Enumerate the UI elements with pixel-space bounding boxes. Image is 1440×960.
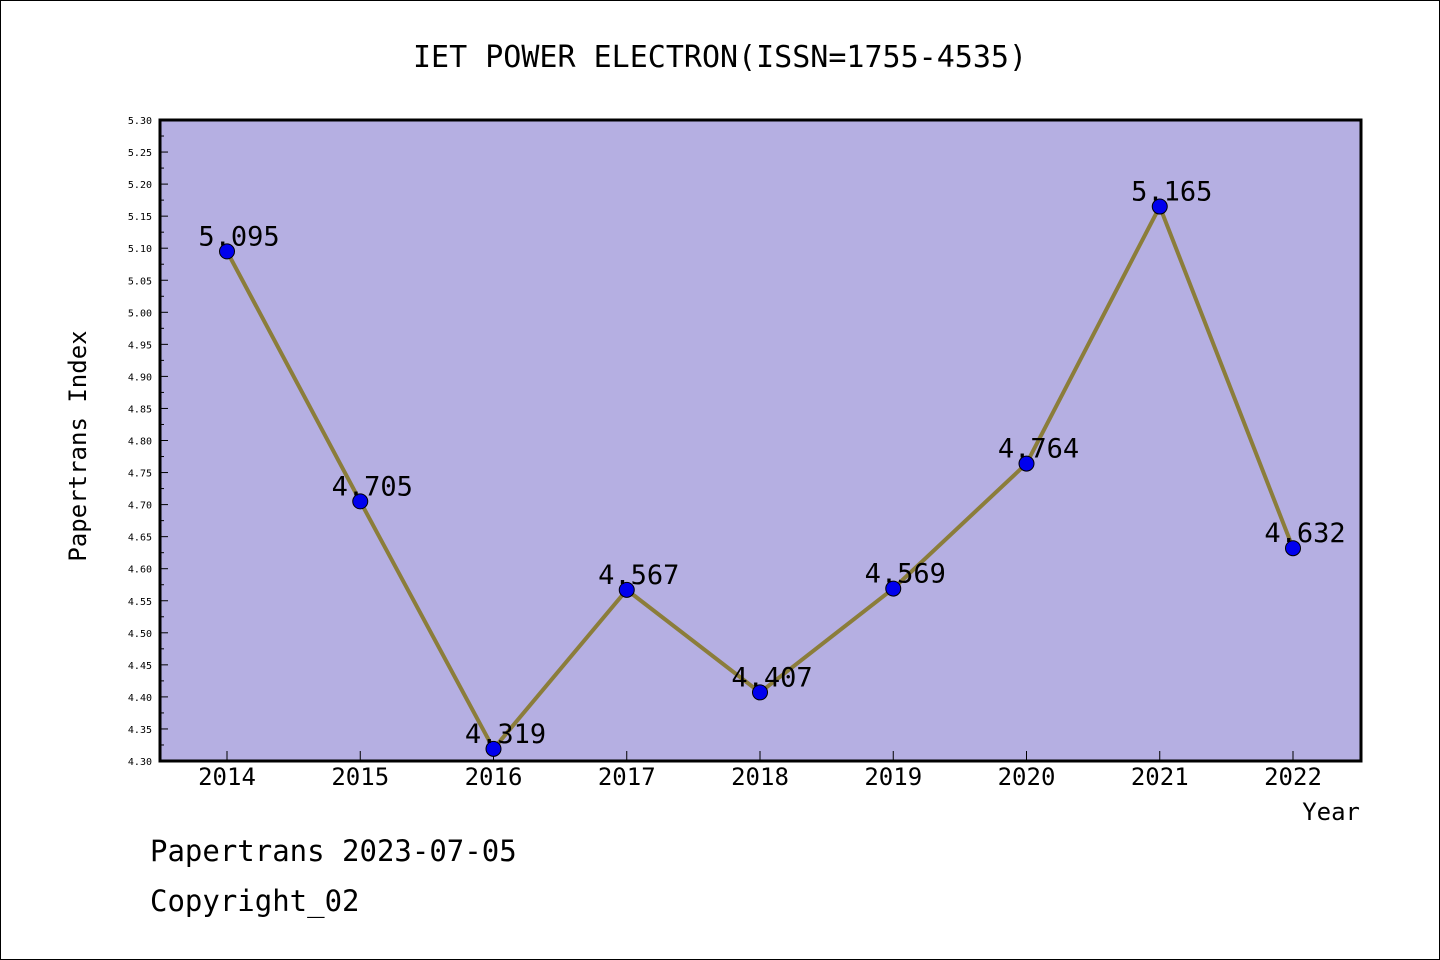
y-tick-label: 4.50 — [128, 629, 152, 640]
y-tick-label: 5.25 — [128, 148, 152, 159]
data-label: 5.165 — [1131, 177, 1212, 208]
y-tick-label: 4.75 — [128, 469, 152, 480]
footer-date: Papertrans 2023-07-05 — [150, 834, 517, 868]
y-tick-label: 4.95 — [128, 340, 152, 351]
y-tick-label: 5.05 — [128, 276, 152, 287]
data-point — [752, 684, 768, 701]
y-tick-label: 4.80 — [128, 437, 152, 448]
data-label: 4.567 — [598, 560, 679, 591]
y-tick-label: 4.90 — [128, 372, 152, 383]
y-tick-label: 5.30 — [128, 116, 152, 127]
y-tick-label: 4.30 — [128, 757, 152, 768]
chart-title: IET POWER ELECTRON(ISSN=1755-4535) — [413, 40, 1027, 75]
y-tick-label: 4.40 — [128, 693, 152, 704]
y-tick-label: 5.00 — [128, 308, 152, 319]
x-axis: 2014 2015 2016 2017 2018 2019 2020 2021 2022 — [198, 751, 1322, 791]
y-tick-label: 4.70 — [128, 501, 152, 512]
data-point — [219, 243, 235, 260]
y-axis: 4.30 4.35 4.40 4.45 4.50 4.55 4.60 4.65 4.70 4.75… — [128, 116, 168, 768]
data-point — [352, 493, 369, 510]
y-tick-label: 4.55 — [128, 597, 152, 608]
y-tick-label: 5.20 — [128, 180, 152, 191]
data-label: 4.319 — [465, 719, 546, 750]
data-labels: 5.095 4.705 4.319 4.567 4.407 4.569 4.764 5.165… — [198, 177, 1345, 750]
data-point — [1285, 540, 1301, 557]
data-label: 4.705 — [332, 471, 413, 502]
x-tick-label: 2019 — [864, 763, 922, 791]
x-tick-label: 2022 — [1264, 763, 1322, 791]
x-tick-label: 2015 — [331, 763, 389, 791]
data-point — [1151, 198, 1168, 215]
x-tick-label: 2014 — [198, 763, 256, 791]
data-point — [485, 740, 502, 757]
series-papertrans-index — [219, 198, 1301, 757]
footer-copyright: Copyright_02 — [150, 884, 360, 918]
y-tick-label: 4.45 — [128, 661, 152, 672]
plot-area — [158, 118, 1363, 763]
x-tick-label: 2017 — [598, 763, 656, 791]
data-label: 4.632 — [1264, 518, 1345, 549]
y-tick-label: 4.85 — [128, 404, 152, 415]
x-tick-label: 2020 — [998, 763, 1056, 791]
x-tick-label: 2021 — [1131, 763, 1189, 791]
x-tick-label: 2018 — [731, 763, 789, 791]
data-point — [885, 580, 902, 597]
x-axis-label: Year — [1302, 798, 1360, 826]
data-label: 5.095 — [198, 221, 279, 252]
x-tick-label: 2016 — [465, 763, 523, 791]
y-tick-label: 4.65 — [128, 533, 152, 544]
y-tick-label: 5.15 — [128, 212, 152, 223]
y-tick-label: 4.35 — [128, 725, 152, 736]
y-axis-label: Papertrans Index — [64, 330, 92, 561]
data-point — [1018, 455, 1035, 472]
data-label: 4.407 — [731, 662, 812, 693]
data-point — [618, 581, 635, 598]
y-tick-label: 4.60 — [128, 565, 152, 576]
data-label: 4.569 — [865, 559, 946, 590]
y-tick-label: 5.10 — [128, 244, 152, 255]
data-label: 4.764 — [998, 434, 1079, 465]
